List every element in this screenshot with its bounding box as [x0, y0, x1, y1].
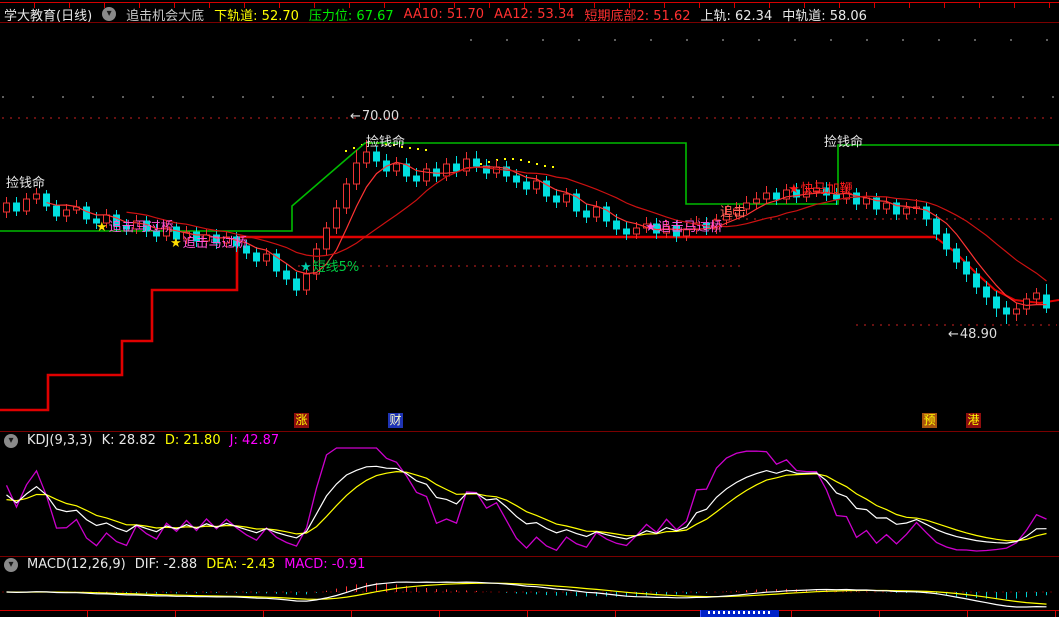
signal-jianqianming-3: 捡钱命 [824, 135, 864, 150]
signal-maguoqiao-1: ★追击马过桥 [96, 220, 174, 235]
star-icon: ★ [645, 220, 657, 235]
clipped-date-text [708, 611, 772, 614]
indicator-field-lower-rail: 下轨道: 52.70 [214, 8, 299, 24]
signal-zhuiji: 追击 [720, 205, 747, 220]
left-arrow-icon: ← [948, 327, 959, 342]
signal-jianqianming-1: 捡钱命 [6, 176, 46, 191]
kdj-lines [5, 447, 1047, 552]
signal-maguoqiao-2: ★追击马过桥 [170, 236, 248, 251]
macd-dea-value: DEA: -2.43 [206, 557, 276, 572]
indicator-field-aa12: AA12: 53.34 [494, 6, 575, 22]
indicator-field-pressure: 压力位: 67.67 [308, 8, 394, 24]
star-icon: ★ [300, 260, 312, 275]
macd-header: ▾ MACD(12,26,9) DIF: -2.88 DEA: -2.43 MA… [4, 557, 365, 572]
top-time-ruler [0, 2, 1059, 8]
macd-macd-value: MACD: -0.91 [284, 557, 366, 572]
signal-kuaimajiabian: ★快马加鞭 [788, 182, 853, 197]
pressure-level-line [0, 142, 1059, 232]
star-icon: ★ [96, 220, 108, 235]
macd-dif-value: DIF: -2.88 [134, 557, 198, 572]
badge-yu: 预 [922, 413, 937, 428]
kdj-j-value: J: 42.87 [229, 433, 280, 448]
lower-rail-step-line [0, 235, 1059, 412]
macd-title[interactable]: MACD(12,26,9) [27, 557, 126, 572]
grid-dotted-lines [2, 39, 1057, 593]
signal-duanxian5: ★短线5% [300, 260, 360, 275]
panel-separators [0, 22, 1059, 557]
signal-jianqianming-2: 捡钱命 [366, 135, 406, 150]
star-icon: ★ [170, 236, 182, 251]
macd-lines [6, 581, 1047, 608]
indicator-field-aa10: AA10: 51.70 [403, 6, 485, 22]
chevron-down-icon[interactable]: ▾ [4, 557, 18, 572]
indicator-field-short-bottom: 短期底部2: 51.62 [584, 8, 691, 24]
stock-title: 学大教育(日线) [4, 8, 93, 24]
signal-maguoqiao-3: ★追击马过桥 [645, 220, 723, 235]
badge-zhang: 涨 [294, 413, 309, 428]
indicator-name[interactable]: 追击机会大底 [126, 8, 205, 24]
chevron-down-icon[interactable]: ▾ [102, 7, 117, 21]
indicator-field-mid-rail: 中轨道: 58.06 [782, 8, 867, 24]
left-arrow-icon: ← [350, 109, 361, 124]
badge-gang: 港 [966, 413, 981, 428]
kdj-title[interactable]: KDJ(9,3,3) [27, 433, 93, 448]
indicator-field-upper-rail: 上轨: 62.34 [700, 8, 773, 24]
header-bar: 学大教育(日线) ▾ 追击机会大底 下轨道: 52.70 压力位: 67.67 … [4, 6, 867, 24]
kdj-k-value: K: 28.82 [101, 433, 156, 448]
kdj-d-value: D: 21.80 [164, 433, 221, 448]
candlesticks [3, 140, 1050, 324]
badge-cai: 财 [388, 413, 403, 428]
bottom-time-ruler [0, 610, 1059, 617]
star-icon: ★ [788, 182, 800, 197]
price-label-4890: ←48.90 [948, 327, 998, 342]
kdj-header: ▾ KDJ(9,3,3) K: 28.82 D: 21.80 J: 42.87 [4, 433, 279, 448]
selected-date-highlight [700, 610, 779, 617]
ma-lines [46, 161, 1047, 307]
price-label-70: ←70.00 [350, 109, 400, 124]
chevron-down-icon[interactable]: ▾ [4, 433, 18, 448]
